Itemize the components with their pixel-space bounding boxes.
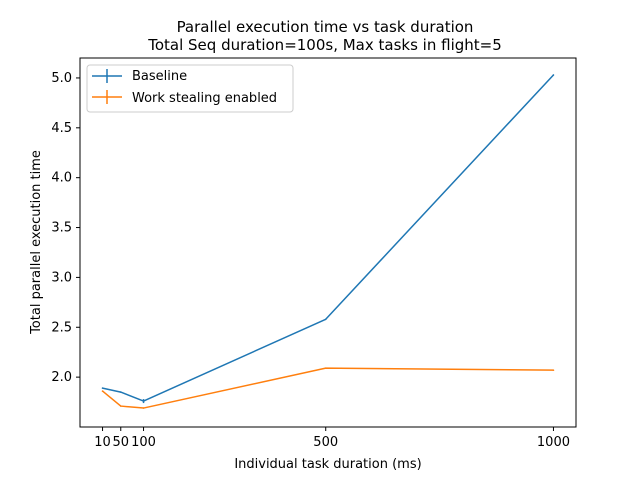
y-tick-label: 2.0 — [51, 370, 72, 385]
data-point-baseline — [119, 391, 122, 393]
y-tick-label: 5.0 — [51, 71, 72, 86]
data-point-work-stealing-enabled — [101, 390, 104, 392]
x-tick-label: 10 — [94, 435, 111, 450]
chart-subtitle: Total Seq duration=100s, Max tasks in fl… — [147, 36, 502, 54]
x-axis: 10 50 100 500 1000 — [94, 427, 570, 450]
y-axis-label: Total parallel execution time — [29, 150, 44, 335]
data-point-work-stealing-enabled — [552, 369, 555, 371]
x-axis-label: Individual task duration (ms) — [234, 457, 421, 472]
legend-box — [86, 64, 294, 113]
data-point-baseline — [552, 74, 555, 76]
x-tick-label: 1000 — [537, 435, 570, 450]
data-point-baseline — [142, 400, 145, 402]
y-tick-label: 3.5 — [51, 221, 72, 236]
x-tick-label: 100 — [131, 435, 156, 450]
plot-area-frame — [79, 57, 577, 428]
x-tick-label: 50 — [112, 435, 129, 450]
data-point-work-stealing-enabled — [142, 407, 145, 409]
data-point-work-stealing-enabled — [119, 405, 122, 407]
data-point-baseline — [101, 387, 104, 389]
data-point-work-stealing-enabled — [324, 367, 327, 369]
chart-title: Parallel execution time vs task duration — [177, 18, 474, 36]
y-axis: 2.0 2.5 3.0 3.5 4.0 4.5 5.0 — [51, 71, 80, 385]
legend-label-baseline: Baseline — [132, 69, 187, 84]
legend-label-work-stealing: Work stealing enabled — [132, 91, 277, 106]
y-tick-label: 4.5 — [51, 121, 72, 136]
y-tick-label: 2.5 — [51, 320, 72, 335]
x-tick-label: 500 — [313, 435, 338, 450]
y-tick-label: 3.0 — [51, 270, 72, 285]
series-layer — [101, 74, 555, 409]
y-tick-label: 4.0 — [51, 171, 72, 186]
data-point-baseline — [324, 318, 327, 321]
legend: Baseline Work stealing enabled — [86, 64, 294, 113]
